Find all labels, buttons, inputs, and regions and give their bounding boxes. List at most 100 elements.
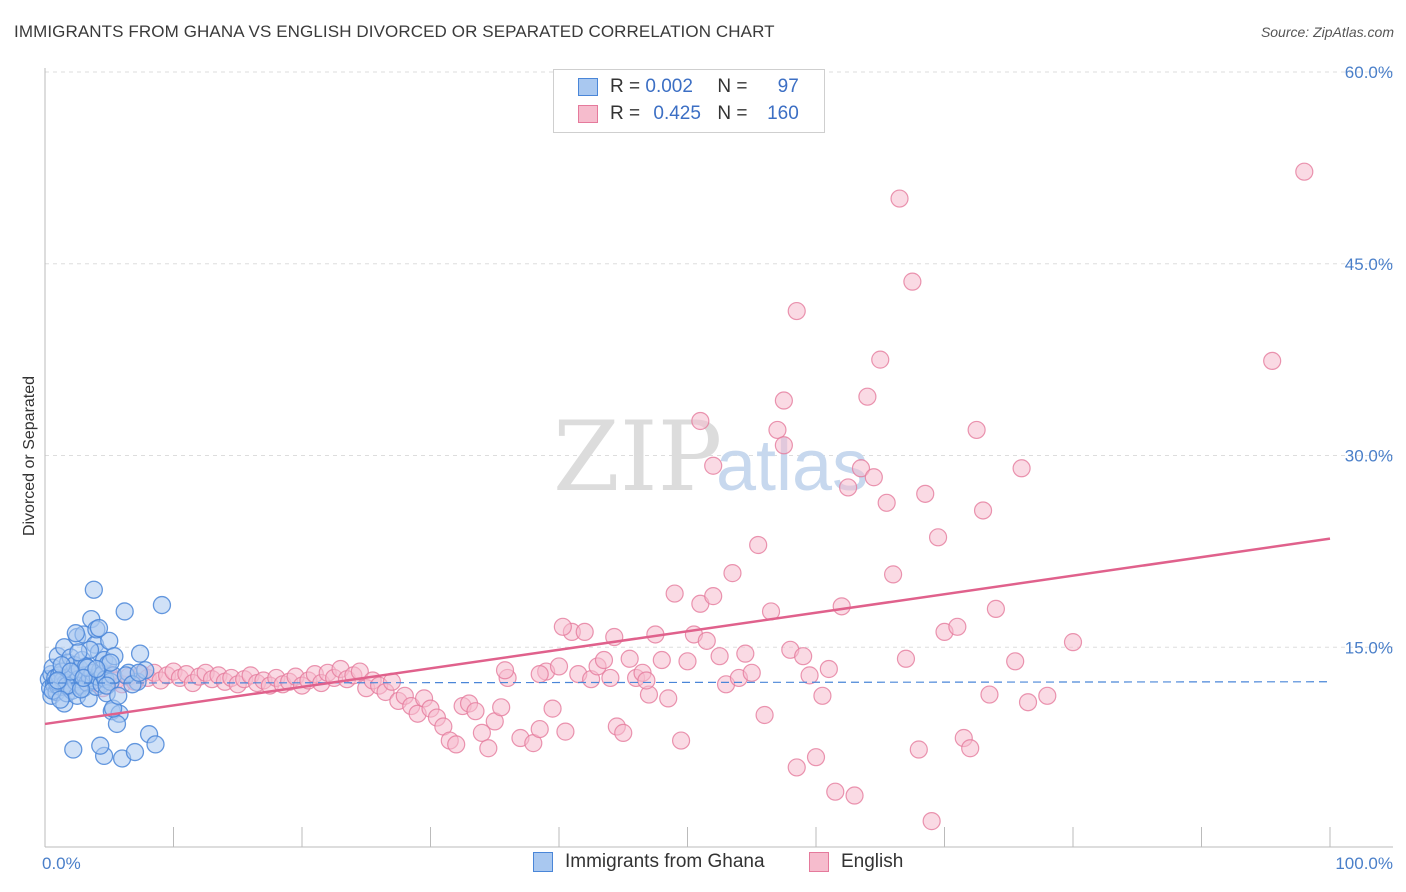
series-ghana-points [39,580,172,768]
english-point [922,812,941,831]
english-point [614,723,633,742]
english-point [601,668,620,688]
legend-item-english[interactable]: English [809,851,903,873]
english-point [1038,686,1057,705]
chart-title: IMMIGRANTS FROM GHANA VS ENGLISH DIVORCE… [14,22,775,41]
english-point [973,501,993,520]
ghana-point [129,663,148,682]
english-point [903,272,922,291]
english-point [768,420,787,440]
legend-r-label: R = [610,76,641,97]
english-point [871,350,890,369]
x-tick-label: 100.0% [1335,854,1393,873]
english-point [530,664,549,684]
english-point [961,739,980,758]
tick-labels: 15.0% 30.0% 45.0% 60.0% 0.0% 100.0% [42,63,1393,873]
english-point [710,647,729,666]
english-point [864,468,883,487]
legend-n-value: 97 [777,76,799,97]
english-point [896,649,916,668]
english-point [1295,162,1314,181]
english-point [549,657,569,676]
ghana-trend-line [44,681,1331,684]
ghana-point [51,690,70,709]
english-point [787,758,806,777]
english-point [704,587,723,606]
legend-n-label: N = [717,103,748,124]
y-tick-label: 45.0% [1345,255,1393,274]
ghana-point [107,714,127,734]
ghana-point [146,735,165,754]
ghana-point [48,671,67,690]
legend-r-label: R = [610,103,641,124]
english-point [851,459,871,478]
x-tick-label: 0.0% [42,854,81,873]
english-point [858,387,877,406]
watermark: ZIP atlas [553,401,868,513]
legend-swatch-ghana [578,78,598,96]
source-label: Source: ZipAtlas.com [1260,24,1394,40]
english-point [794,647,813,666]
legend-row-english: R = 0.425 N = 160 [578,102,799,126]
english-point [832,597,851,616]
legend-swatch-english [578,105,598,123]
english-point [659,689,678,708]
series-legend: Immigrants from Ghana English [0,851,1406,877]
english-point [723,564,742,583]
english-point [877,493,896,512]
english-point [806,748,826,767]
grid [45,71,1393,648]
english-point [671,731,691,750]
english-point [495,661,515,680]
ghana-point [84,580,103,599]
legend-n-value: 160 [767,103,799,124]
english-point [1063,633,1083,652]
english-point [819,659,838,679]
ghana-point [125,742,145,762]
legend-item-ghana[interactable]: Immigrants from Ghana [533,851,765,873]
legend-n-label: N = [717,76,748,97]
english-point [813,686,832,705]
y-tick-label: 60.0% [1345,63,1393,82]
english-point [553,617,572,636]
english-point [742,663,761,682]
english-point [986,599,1006,619]
ghana-point [64,740,83,759]
english-point [787,301,806,321]
y-axis-title: Divorced or Separated [21,376,38,536]
english-point [594,650,614,670]
english-point [755,705,774,725]
english-point [1006,652,1025,671]
y-tick-label: 30.0% [1345,447,1393,466]
legend-row-ghana: R = 0.002 N = 97 [578,75,799,99]
legend-swatch-english [809,852,829,872]
english-point [697,631,716,650]
correlation-legend: R = 0.002 N = 97 R = 0.425 N = 160 [553,69,825,133]
ghana-point [91,736,110,755]
english-point [839,478,858,497]
english-point [466,702,485,721]
ghana-point [74,668,93,688]
english-point [637,671,656,690]
english-point [883,565,903,584]
english-point [774,391,793,410]
legend-label-ghana: Immigrants from Ghana [565,851,765,872]
english-point [928,528,948,547]
english-point [967,420,986,440]
ghana-point [89,618,109,638]
english-point [575,622,594,642]
ghana-point [115,602,134,621]
english-point [736,644,755,663]
axes [44,68,1393,848]
ghana-point [130,644,150,663]
english-point [704,456,723,475]
legend-r-value: 0.002 [645,76,693,97]
ghana-point [87,659,106,679]
english-point [800,666,819,685]
english-point [826,782,845,801]
english-point [691,411,710,431]
english-point [749,535,768,555]
english-point [916,484,935,503]
english-point [479,739,498,758]
english-point [980,685,999,704]
